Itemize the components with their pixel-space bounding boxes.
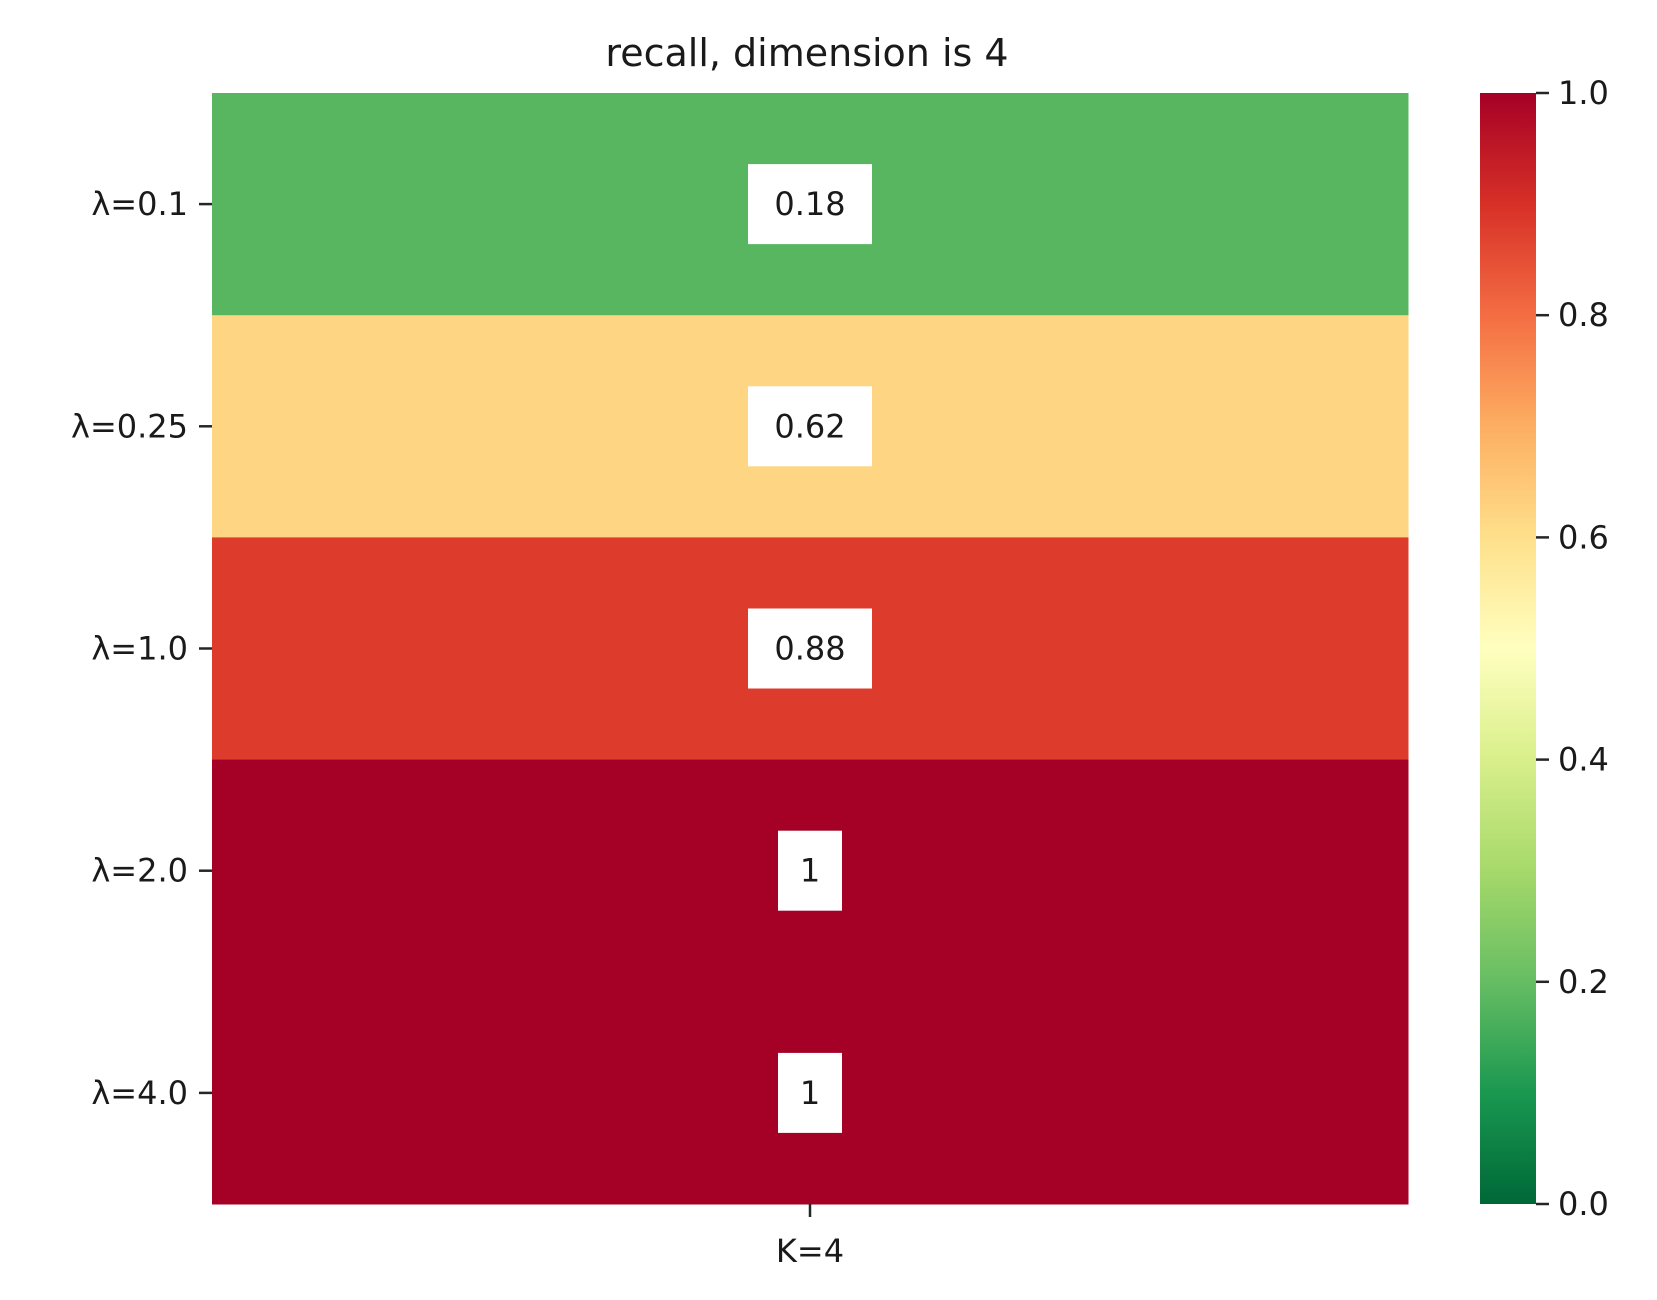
cell-value-label: 1 xyxy=(800,852,820,890)
cell-label-box xyxy=(748,608,872,689)
cell-label-box xyxy=(778,830,842,911)
cell-value-label: 0.88 xyxy=(774,630,845,668)
colorbar-tick-label: 0.4 xyxy=(1558,741,1609,779)
y-tick-label: λ=2.0 xyxy=(91,852,188,890)
cell-value-label: 0.62 xyxy=(774,407,845,445)
y-tick-label: λ=4.0 xyxy=(91,1074,188,1112)
y-tick-label: λ=0.1 xyxy=(91,185,188,223)
colorbar-tick-label: 1.0 xyxy=(1558,74,1609,112)
cell-label-box xyxy=(778,1052,842,1133)
colorbar xyxy=(1480,93,1536,1204)
y-tick-label: λ=1.0 xyxy=(91,630,188,668)
chart-title: recall, dimension is 4 xyxy=(605,31,1008,75)
y-tick-label: λ=0.25 xyxy=(71,407,188,445)
heatmap-cell-labels: 0.18 0.62 0.88 1 1 xyxy=(748,164,872,1133)
colorbar-tick-label: 0.0 xyxy=(1558,1185,1609,1223)
y-axis: λ=0.1 λ=0.25 λ=1.0 λ=2.0 λ=4.0 xyxy=(71,185,212,1112)
colorbar-tick-label: 0.8 xyxy=(1558,296,1609,334)
x-axis: K=4 xyxy=(776,1204,844,1270)
colorbar-tick-label: 0.2 xyxy=(1558,963,1609,1001)
x-tick-label: K=4 xyxy=(776,1232,844,1270)
cell-value-label: 0.18 xyxy=(774,185,845,223)
cell-label-box xyxy=(748,386,872,467)
cell-value-label: 1 xyxy=(800,1074,820,1112)
cell-label-box xyxy=(748,164,872,245)
colorbar-axis: 0.0 0.2 0.4 0.6 0.8 1.0 xyxy=(1536,74,1609,1223)
colorbar-tick-label: 0.6 xyxy=(1558,518,1609,556)
